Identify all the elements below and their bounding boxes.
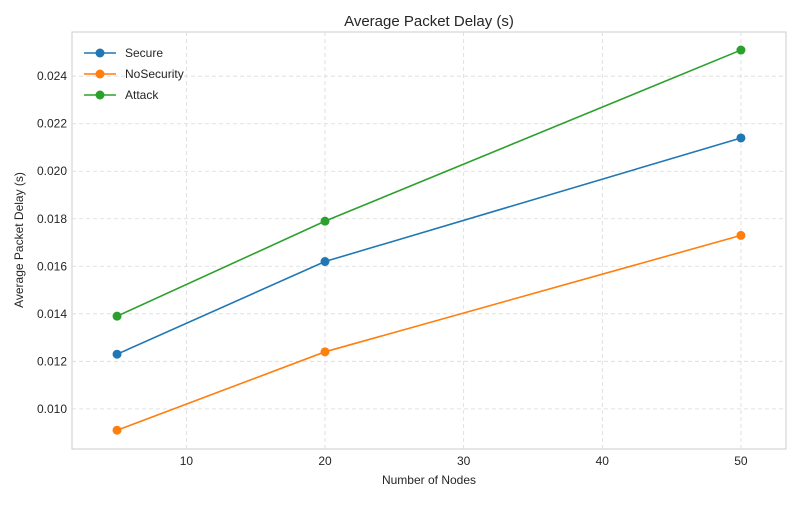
plot-area <box>71 31 787 450</box>
x-tick-label: 30 <box>457 454 471 468</box>
x-tick-label: 40 <box>596 454 610 468</box>
x-tick-label: 20 <box>318 454 332 468</box>
y-tick-label: 0.020 <box>37 164 67 178</box>
grid-lines <box>72 32 786 449</box>
legend-item-secure: Secure <box>84 46 163 60</box>
legend-marker-secure <box>95 48 105 58</box>
data-point-attack <box>736 45 746 55</box>
series-lines <box>112 45 746 435</box>
legend-item-nosecurity: NoSecurity <box>84 67 184 81</box>
legend-marker-attack <box>95 90 105 100</box>
x-tick-label: 50 <box>734 454 748 468</box>
y-tick-label: 0.022 <box>37 117 67 131</box>
data-point-nosecurity <box>736 230 746 240</box>
y-tick-label: 0.014 <box>37 307 67 321</box>
data-point-secure <box>320 257 330 267</box>
legend-label-nosecurity: NoSecurity <box>125 67 184 81</box>
y-axis-label: Average Packet Delay (s) <box>12 172 26 308</box>
data-point-secure <box>736 133 746 143</box>
data-point-nosecurity <box>112 425 122 435</box>
y-tick-label: 0.016 <box>37 259 67 273</box>
data-point-secure <box>112 349 122 359</box>
x-tick-labels: 10 20 30 40 50 <box>180 454 748 468</box>
x-axis-label: Number of Nodes <box>382 473 476 487</box>
legend-label-secure: Secure <box>125 46 163 60</box>
chart-title: Average Packet Delay (s) <box>344 13 514 30</box>
legend-marker-nosecurity <box>95 69 105 79</box>
y-tick-label: 0.010 <box>37 402 67 416</box>
data-point-attack <box>320 216 330 226</box>
y-tick-label: 0.024 <box>37 69 67 83</box>
legend: Secure NoSecurity Attack <box>84 46 184 102</box>
data-point-attack <box>112 311 122 321</box>
x-tick-label: 10 <box>180 454 194 468</box>
data-point-nosecurity <box>320 347 330 357</box>
y-tick-label: 0.018 <box>37 212 67 226</box>
legend-label-attack: Attack <box>125 88 159 102</box>
legend-item-attack: Attack <box>84 88 159 102</box>
y-tick-label: 0.012 <box>37 354 67 368</box>
y-tick-labels: 0.010 0.012 0.014 0.016 0.018 0.020 0.022 0.024 <box>37 69 67 416</box>
